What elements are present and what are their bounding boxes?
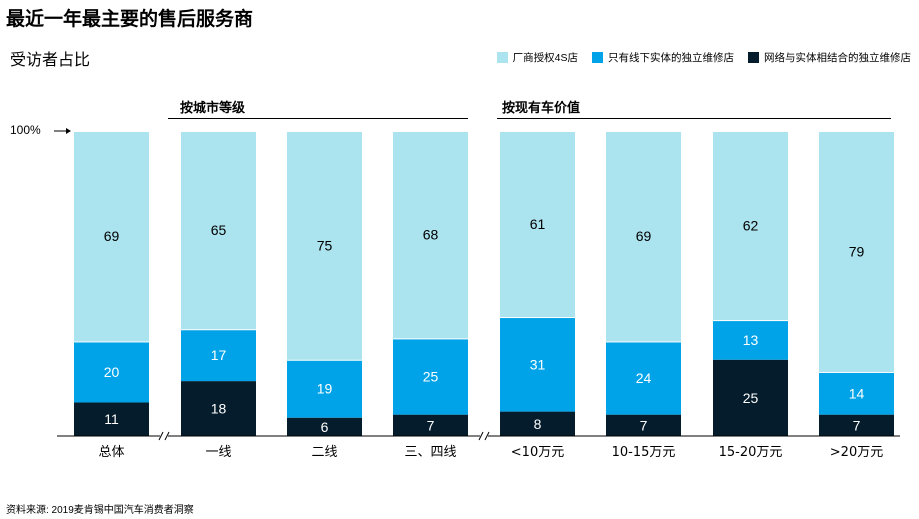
data-label: 7 [853,417,861,433]
x-tick-label: 三、四线 [404,445,456,460]
bar-segment [181,132,256,330]
data-label: 79 [849,243,865,259]
legend-swatch-offline [592,52,603,63]
data-label: 20 [104,364,120,380]
group-rule-car-value [497,118,891,119]
page-title: 最近一年最主要的售后服务商 [6,8,254,30]
data-label: 69 [636,228,652,244]
group-label-car-value: 按现有车价值 [502,100,581,115]
group-label-city-tier: 按城市等级 [180,100,246,115]
bar-segment [713,359,788,436]
bar-segment [713,321,788,360]
data-label: 19 [317,381,333,397]
data-label: 25 [423,369,439,385]
bar-segment [181,330,256,382]
x-tick-label: 一线 [205,445,231,460]
data-label: 75 [317,237,333,253]
chart-subtitle: 受访者占比 [10,50,91,69]
data-label: 31 [530,356,546,372]
axis-break-mark [478,431,484,441]
legend-item-4s: 厂商授权4S店 [496,50,578,65]
bar-segment [74,342,149,403]
data-label: 6 [321,419,329,435]
data-label: 7 [640,417,648,433]
x-tick-label: 二线 [311,445,337,460]
axis-break-mark [164,431,170,441]
axis-break-mark [484,431,490,441]
data-label: 68 [423,227,439,243]
legend-item-offline: 只有线下实体的独立维修店 [592,50,734,65]
legend-swatch-online-offline [748,52,759,63]
data-label: 8 [534,416,542,432]
reference-label-100: 100% [10,123,41,137]
data-label: 18 [211,401,227,417]
bar-segment [500,132,575,318]
bar-segment [393,132,468,339]
legend-item-online-offline: 网络与实体相结合的独立维修店 [748,50,911,65]
bar-segment [500,411,575,436]
legend-swatch-4s [496,52,508,63]
bar-segment [819,372,894,415]
axis-break-gap [160,432,168,441]
legend-label-online-offline: 网络与实体相结合的独立维修店 [764,52,911,64]
x-tick-label: 总体 [98,445,124,460]
data-label: 62 [743,218,759,234]
data-label: 65 [211,222,227,238]
bar-segment [287,360,362,418]
data-label: 14 [849,385,865,401]
bar-segment [393,339,468,415]
legend-label-offline: 只有线下实体的独立维修店 [608,52,734,64]
reference-arrowhead [66,128,71,134]
x-tick-label: 15-20万元 [719,445,783,460]
bar-segment [713,132,788,321]
x-tick-label: >20万元 [830,445,883,460]
data-label: 61 [530,216,546,232]
bar-segment [606,342,681,415]
bar-segment [74,132,149,342]
data-label: 11 [104,411,119,427]
bar-segment [74,402,149,436]
legend: 厂商授权4S店 只有线下实体的独立维修店 网络与实体相结合的独立维修店 [496,50,911,65]
axis-break-gap [480,432,488,441]
x-tick-label: <10万元 [511,445,564,460]
legend-label-4s: 厂商授权4S店 [512,52,578,64]
data-label: 25 [743,390,759,406]
bar-segment [500,318,575,412]
bar-segment [393,414,468,436]
data-label: 13 [743,332,759,348]
data-label: 24 [636,370,652,386]
bar-segment [606,132,681,342]
axis-break-mark [158,431,164,441]
bar-segment [606,414,681,436]
bar-segment [287,417,362,436]
data-label: 7 [427,417,435,433]
bar-segment [819,132,894,372]
data-label: 17 [211,347,227,363]
bar-segment [287,132,362,360]
x-tick-label: 10-15万元 [612,445,676,460]
bar-segment [819,414,894,436]
data-label: 69 [104,228,120,244]
source-note: 资料来源: 2019麦肯锡中国汽车消费者洞察 [6,505,194,516]
bar-segment [181,381,256,436]
group-rule-city-tier [168,118,468,119]
